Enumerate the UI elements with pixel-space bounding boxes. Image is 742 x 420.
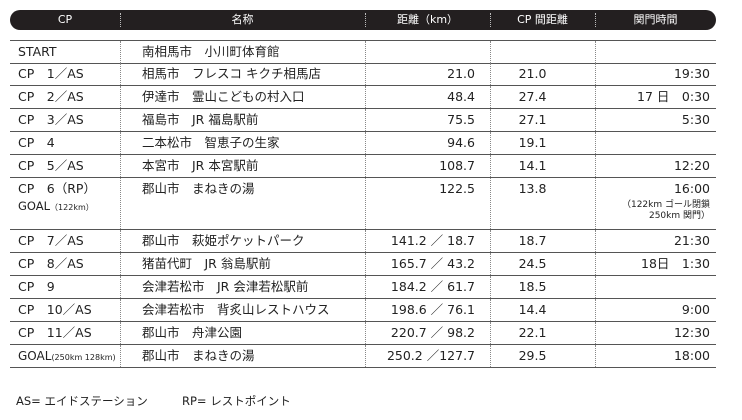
cp-cell: CP 4 (18, 135, 55, 150)
name-cell: 本宮市 JR 本宮駅前 (142, 158, 259, 173)
header-gate-time: 関門時間 (633, 13, 678, 26)
table-row: CP 3／AS 福島市 JR 福島駅前 75.5 27.1 5:30 (10, 109, 716, 132)
table-row: CP 9 会津若松市 JR 会津若松駅前 184.2 ／ 61.7 18.5 (10, 276, 716, 299)
cp-distance-cell: 27.4 (518, 89, 547, 104)
name-cell: 二本松市 智恵子の生家 (142, 135, 280, 150)
name-cell: 福島市 JR 福島駅前 (142, 112, 259, 127)
header-divider (120, 13, 121, 27)
gate-time-cell: 12:30 (673, 325, 710, 340)
cp-distance-cell: 19.1 (518, 135, 547, 150)
cp-cell: CP 7／AS (18, 233, 84, 248)
distance-cell (365, 41, 475, 63)
name-cell: 会津若松市 JR 会津若松駅前 (142, 279, 309, 294)
distance-cell: 250.2 ／127.7 (386, 348, 475, 363)
name-cell: 郡山市 まねきの湯 (142, 348, 255, 363)
header-cp-distance: CP 間距離 (517, 13, 568, 26)
distance-cell: 21.0 (447, 66, 475, 81)
cp-cell: CP 3／AS (18, 112, 84, 127)
gate-time-cell: 21:30 (673, 233, 710, 248)
distance-cell: 75.5 (447, 112, 475, 127)
table-row: START 南相馬市 小川町体育館 (10, 40, 716, 64)
name-cell: 猪苗代町 JR 翁島駅前 (142, 256, 271, 271)
table-row: CP 7／AS 郡山市 萩姫ポケットパーク 141.2 ／ 18.7 18.7 … (10, 230, 716, 253)
distance-cell: 108.7 (439, 158, 475, 173)
distance-cell: 220.7 ／ 98.2 (390, 325, 475, 340)
distance-cell: 122.5 (439, 181, 475, 196)
distance-cell: 198.6 ／ 76.1 (390, 302, 475, 317)
gate-time-cell: 16:00 (673, 181, 710, 196)
name-cell: 伊達市 霊山こどもの村入口 (142, 89, 305, 104)
cp-cell: CP 8／AS (18, 256, 84, 271)
cp-cell: START (18, 44, 57, 59)
name-cell: 郡山市 舟津公園 (142, 325, 243, 340)
gate-time-cell (608, 132, 710, 154)
cp-distance-cell (490, 41, 575, 63)
name-cell: 南相馬市 小川町体育館 (142, 44, 280, 59)
cp-distance-cell: 18.5 (518, 279, 547, 294)
cp-distance-cell: 27.1 (518, 112, 547, 127)
gate-time-cell: 19:30 (673, 66, 710, 81)
legend-as: AS= エイドステーション (16, 394, 148, 408)
table-row: CP 2／AS 伊達市 霊山こどもの村入口 48.4 27.4 17 日 0:3… (10, 86, 716, 109)
cp-distance-cell: 18.7 (518, 233, 547, 248)
gate-time-cell: 5:30 (681, 112, 710, 127)
table-header: CP 名称 距離（km） CP 間距離 関門時間 (10, 10, 716, 30)
distance-cell: 184.2 ／ 61.7 (390, 279, 475, 294)
cp-cell: CP 9 (18, 279, 55, 294)
goal-final-label: GOAL(250km 128km) (18, 349, 116, 363)
distance-cell: 165.7 ／ 43.2 (390, 256, 475, 271)
header-name: 名称 (231, 13, 254, 26)
gate-time-cell: 18日 1:30 (641, 256, 710, 271)
header-divider (490, 13, 491, 27)
cp-cell: CP 1／AS (18, 66, 84, 81)
gate-time-cell (608, 276, 710, 298)
legend-rp: RP= レストポイント (182, 394, 291, 408)
name-cell: 郡山市 萩姫ポケットパーク (142, 233, 305, 248)
gate-time-cell: 18:00 (673, 348, 710, 363)
cp-distance-cell: 14.1 (518, 158, 547, 173)
cp-distance-cell: 22.1 (518, 325, 547, 340)
cp-distance-cell: 14.4 (518, 302, 547, 317)
header-divider (365, 13, 366, 27)
table-row: CP 11／AS 郡山市 舟津公園 220.7 ／ 98.2 22.1 12:3… (10, 322, 716, 345)
cp-distance-cell: 13.8 (518, 181, 547, 196)
table-row: CP 5／AS 本宮市 JR 本宮駅前 108.7 14.1 12:20 (10, 155, 716, 178)
distance-cell: 141.2 ／ 18.7 (390, 233, 475, 248)
gate-time-cell (608, 41, 710, 63)
table-row: GOAL(250km 128km) 郡山市 まねきの湯 250.2 ／127.7… (10, 345, 716, 368)
gate-time-cell: 17 日 0:30 (637, 89, 710, 104)
cp-distance-cell: 29.5 (518, 348, 547, 363)
distance-cell: 48.4 (447, 89, 475, 104)
header-divider (595, 13, 596, 27)
name-cell: 相馬市 フレスコ キクチ相馬店 (142, 66, 321, 81)
cp-distance-cell: 24.5 (518, 256, 547, 271)
name-cell: 郡山市 まねきの湯 (142, 181, 255, 196)
cp-cell: CP 5／AS (18, 158, 84, 173)
cp-cell: CP 2／AS (18, 89, 84, 104)
cp-distance-cell: 21.0 (518, 66, 547, 81)
table-row: CP 1／AS 相馬市 フレスコ キクチ相馬店 21.0 21.0 19:30 (10, 63, 716, 86)
goal-122-label: GOAL（122km） (18, 199, 94, 213)
distance-cell: 94.6 (447, 135, 475, 150)
cp-cell: CP 6（RP） (18, 181, 96, 196)
gate-time-cell: 12:20 (673, 158, 710, 173)
gate-note: （122km ゴール閉鎖 250km 関門） (621, 200, 710, 221)
table-row: CP 10／AS 会津若松市 背炙山レストハウス 198.6 ／ 76.1 14… (10, 299, 716, 322)
cp-cell: CP 10／AS (18, 302, 92, 317)
header-distance: 距離（km） (396, 13, 459, 26)
cp-cell: CP 11／AS (18, 325, 92, 340)
table-row: CP 6（RP） GOAL（122km） 郡山市 まねきの湯 122.5 13.… (10, 178, 716, 230)
name-cell: 会津若松市 背炙山レストハウス (142, 302, 330, 317)
table-row: CP 4 二本松市 智恵子の生家 94.6 19.1 (10, 132, 716, 155)
gate-time-cell: 9:00 (681, 302, 710, 317)
table-row: CP 8／AS 猪苗代町 JR 翁島駅前 165.7 ／ 43.2 24.5 1… (10, 253, 716, 276)
header-cp: CP (57, 13, 73, 26)
